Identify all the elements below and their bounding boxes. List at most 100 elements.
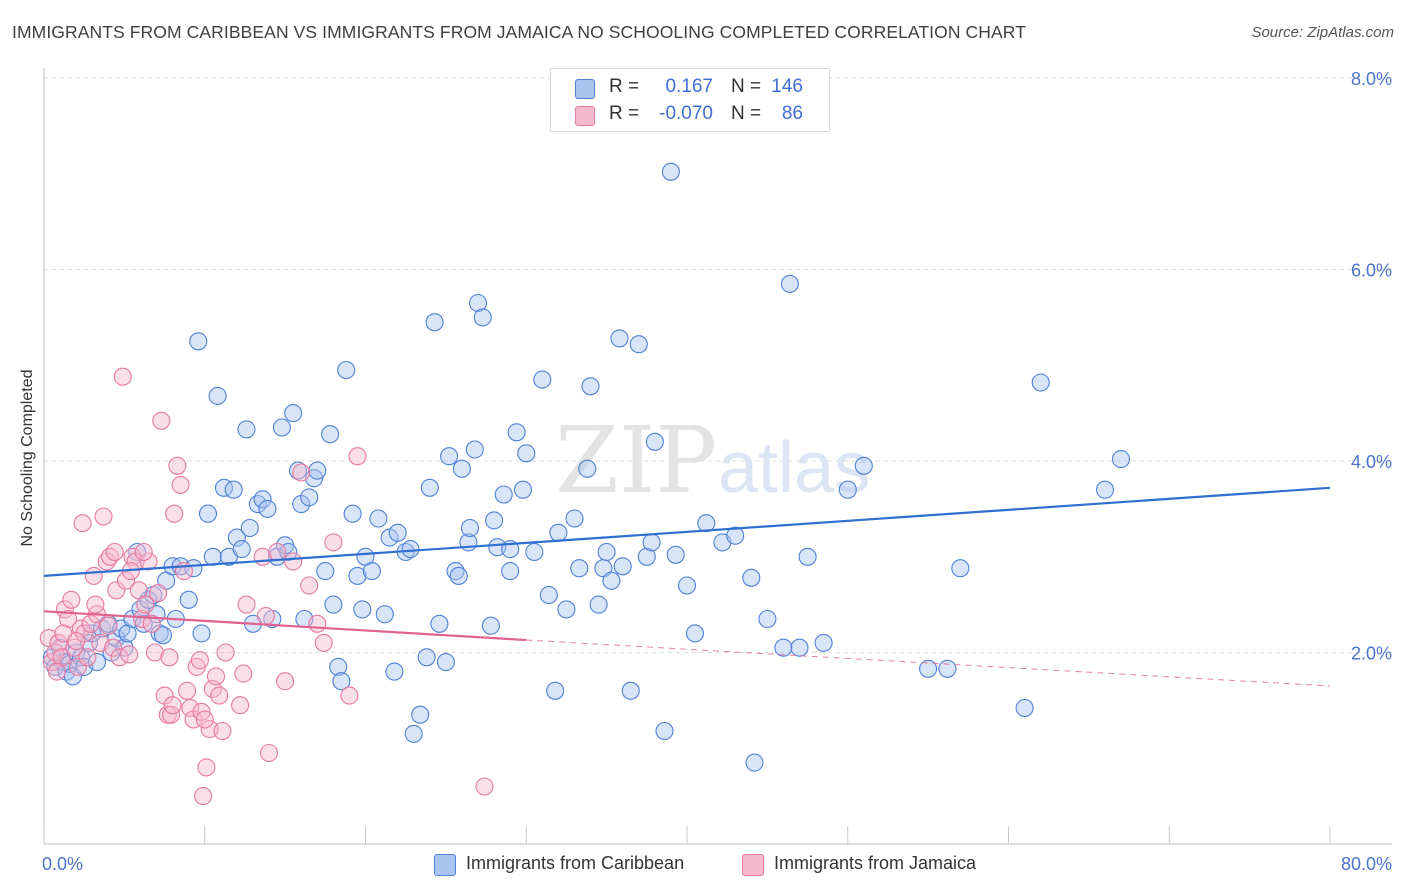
legend-swatch-blue — [575, 79, 595, 99]
data-point-caribbean — [324, 595, 343, 614]
y-tick-label: 6.0% — [1351, 261, 1392, 281]
data-point-caribbean — [642, 533, 661, 552]
legend-n-value: 146 — [771, 76, 803, 97]
data-point-caribbean — [337, 360, 356, 380]
data-points — [39, 162, 1131, 806]
data-point-caribbean — [581, 377, 600, 396]
data-point-jamaica — [81, 614, 100, 633]
data-point-caribbean — [589, 595, 608, 614]
data-point-caribbean — [321, 425, 340, 444]
data-point-jamaica — [194, 787, 213, 806]
data-point-caribbean — [411, 705, 430, 724]
data-point-caribbean — [513, 480, 533, 499]
data-point-caribbean — [353, 600, 372, 619]
legend-swatch-pink — [575, 106, 595, 126]
data-point-jamaica — [181, 698, 200, 718]
data-point-jamaica — [168, 456, 187, 475]
data-point-caribbean — [362, 562, 381, 581]
data-point-caribbean — [208, 386, 227, 405]
data-point-caribbean — [621, 681, 640, 700]
data-point-jamaica — [284, 552, 303, 571]
data-point-caribbean — [838, 480, 857, 499]
data-point-caribbean — [697, 514, 716, 533]
data-point-caribbean — [417, 648, 436, 667]
trend-lines — [43, 486, 1331, 687]
data-point-caribbean — [549, 523, 568, 542]
legend-label-caribbean: Immigrants from Caribbean — [466, 853, 685, 873]
data-point-jamaica — [197, 758, 216, 777]
data-point-caribbean — [517, 444, 536, 463]
legend-r-label: R = — [609, 103, 640, 124]
data-point-caribbean — [685, 624, 705, 643]
data-point-caribbean — [557, 600, 576, 619]
legend-r-value: 0.167 — [665, 76, 713, 97]
data-point-jamaica — [86, 595, 105, 614]
legend-n-label: N = — [731, 103, 762, 124]
data-point-caribbean — [473, 308, 492, 327]
data-point-caribbean — [348, 566, 367, 585]
data-point-caribbean — [248, 495, 267, 514]
data-point-jamaica — [42, 653, 62, 672]
data-point-jamaica — [116, 571, 136, 590]
data-point-caribbean — [343, 504, 362, 523]
data-point-jamaica — [133, 609, 152, 629]
data-point-caribbean — [288, 461, 308, 480]
data-point-jamaica — [105, 542, 124, 562]
data-point-caribbean — [790, 638, 809, 657]
data-point-caribbean — [578, 459, 597, 478]
data-point-caribbean — [179, 590, 198, 609]
data-point-caribbean — [332, 672, 351, 691]
correlation-legend: R = 0.167 N = 146 R = -0.070 N = 86 — [550, 68, 830, 132]
data-point-caribbean — [602, 571, 621, 590]
data-point-caribbean — [814, 633, 833, 652]
data-point-jamaica — [120, 645, 139, 664]
tick-labels: 2.0% 4.0% 6.0% 8.0% 0.0% 80.0% — [42, 69, 1392, 874]
data-point-jamaica — [324, 533, 343, 552]
data-point-caribbean — [481, 616, 500, 635]
data-point-jamaica — [78, 648, 97, 667]
data-point-caribbean — [677, 576, 697, 595]
data-point-jamaica — [62, 590, 81, 609]
data-point-caribbean — [192, 624, 211, 643]
data-point-caribbean — [1095, 480, 1115, 499]
legend-row-jamaica: R = -0.070 N = 86 — [551, 100, 829, 128]
data-point-caribbean — [430, 614, 449, 633]
data-point-caribbean — [565, 509, 584, 528]
data-point-jamaica — [268, 542, 287, 562]
legend-n-label: N = — [731, 76, 762, 97]
data-point-caribbean — [774, 638, 793, 657]
data-point-caribbean — [404, 724, 423, 743]
data-point-caribbean — [224, 480, 243, 499]
legend-r-value: -0.070 — [659, 103, 713, 124]
data-point-jamaica — [59, 609, 78, 629]
data-point-jamaica — [292, 463, 311, 482]
data-point-caribbean — [401, 540, 420, 559]
data-point-caribbean — [436, 653, 455, 672]
data-point-caribbean — [139, 590, 158, 609]
y-tick-label: 4.0% — [1351, 452, 1392, 472]
watermark-atlas: atlas — [718, 428, 870, 508]
data-point-jamaica — [259, 743, 279, 763]
data-point-caribbean — [1015, 698, 1034, 718]
data-point-caribbean — [1031, 373, 1050, 392]
data-point-jamaica — [99, 616, 118, 635]
data-point-caribbean — [258, 499, 277, 518]
data-point-jamaica — [165, 504, 184, 523]
data-point-jamaica — [348, 447, 367, 466]
data-point-jamaica — [314, 633, 333, 652]
data-point-caribbean — [375, 605, 394, 624]
data-point-jamaica — [195, 710, 214, 729]
data-point-jamaica — [163, 696, 182, 715]
data-point-caribbean — [645, 432, 664, 451]
data-point-caribbean — [388, 523, 407, 542]
data-point-jamaica — [171, 475, 190, 494]
data-point-jamaica — [234, 664, 253, 683]
data-point-jamaica — [104, 638, 123, 657]
y-tick-label: 8.0% — [1351, 69, 1392, 89]
data-point-caribbean — [420, 478, 439, 497]
data-point-jamaica — [142, 614, 161, 633]
data-point-caribbean — [153, 626, 173, 645]
data-point-caribbean — [468, 293, 488, 313]
data-point-jamaica — [47, 662, 66, 681]
